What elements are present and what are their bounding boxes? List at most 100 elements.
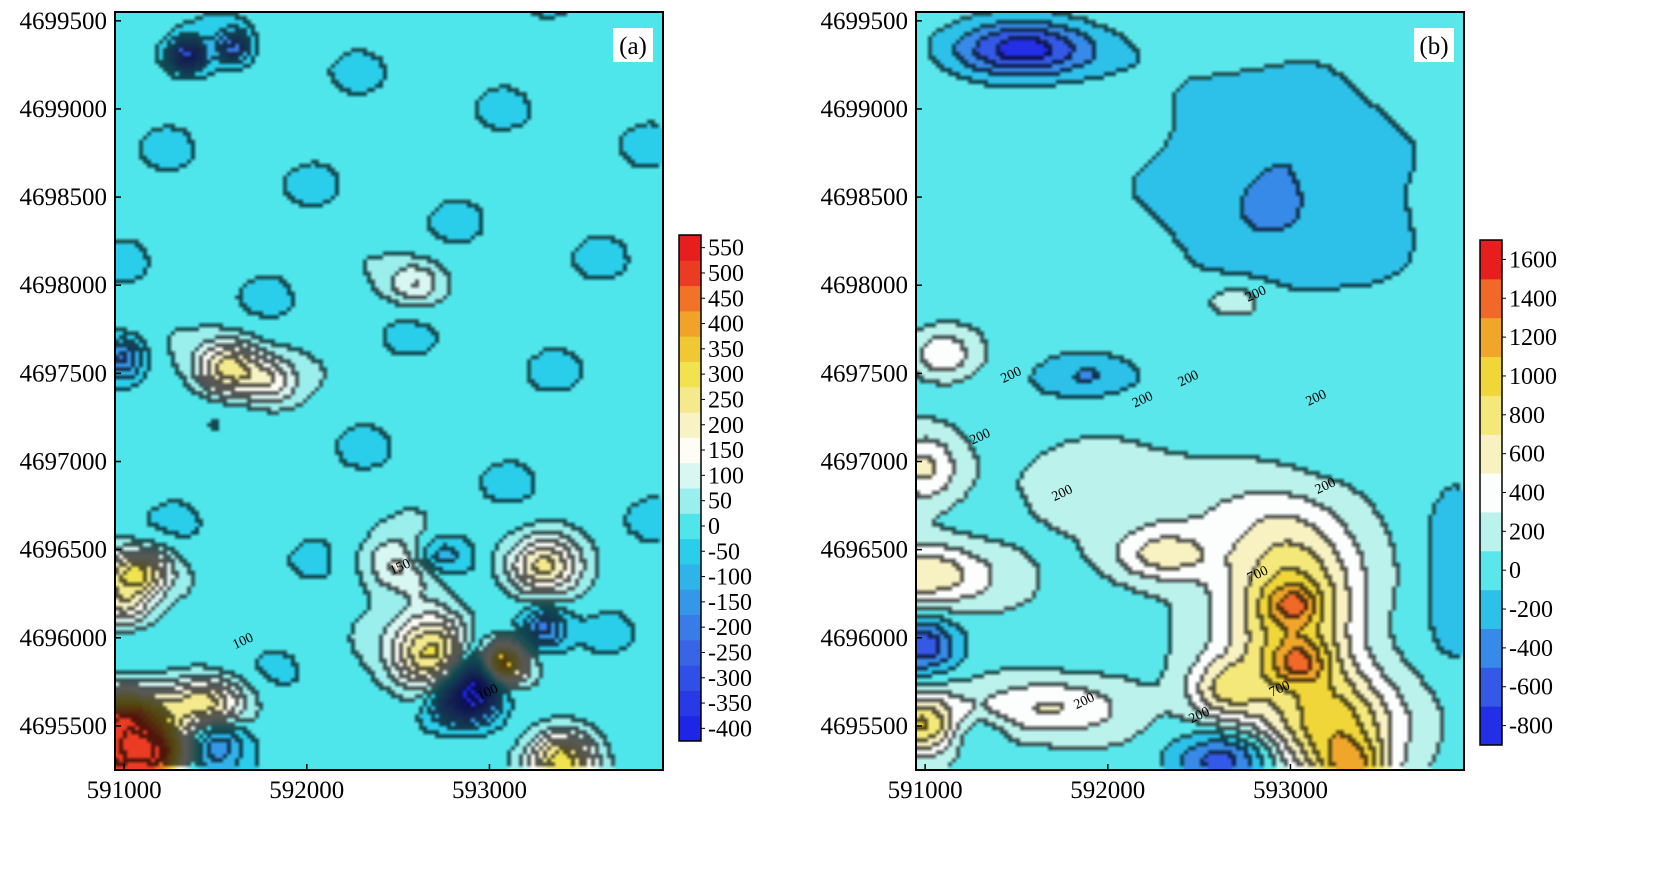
colorbar-segment bbox=[1480, 589, 1502, 629]
y-tick-label: 4697500 bbox=[20, 360, 108, 387]
colorbar-segment bbox=[679, 437, 701, 464]
colorbar-segment bbox=[1480, 628, 1502, 668]
colorbar-segment bbox=[1480, 395, 1502, 435]
colorbar-segment bbox=[679, 589, 701, 615]
y-tick-label: 4698500 bbox=[20, 184, 108, 211]
panel-label-box bbox=[1414, 28, 1454, 62]
y-tick-label: 4696500 bbox=[20, 537, 108, 564]
colorbar-tick-label: 400 bbox=[1509, 481, 1545, 507]
colorbar-tick-label: 800 bbox=[1509, 403, 1545, 429]
panel-label-box bbox=[613, 28, 653, 62]
panel-label: (b) bbox=[1419, 33, 1448, 60]
colorbar-tick-label: -600 bbox=[1509, 675, 1553, 701]
colorbar-tick-label: -150 bbox=[708, 590, 752, 616]
y-tick-label: 4699500 bbox=[821, 8, 909, 35]
y-tick-label: 4697500 bbox=[821, 360, 909, 387]
colorbar-tick-label: -800 bbox=[1509, 714, 1553, 740]
colorbar-segment bbox=[1480, 434, 1502, 474]
colorbar-tick-label: 50 bbox=[708, 489, 732, 515]
colorbar-segment bbox=[1480, 473, 1502, 513]
colorbar-tick-label: 300 bbox=[708, 362, 744, 388]
colorbar-tick-label: 100 bbox=[708, 463, 744, 489]
colorbar-tick-label: -400 bbox=[1509, 636, 1553, 662]
contour-field bbox=[115, 12, 663, 770]
y-tick-label: 4698000 bbox=[821, 272, 909, 299]
colorbar-segment bbox=[679, 310, 701, 337]
contour-field bbox=[916, 12, 1464, 770]
colorbar-tick-label: -200 bbox=[708, 615, 752, 641]
y-tick-label: 4697000 bbox=[20, 449, 108, 476]
colorbar-tick-label: 1000 bbox=[1509, 364, 1557, 390]
colorbar-segment bbox=[679, 412, 701, 438]
x-tick-label: 592000 bbox=[1070, 777, 1145, 804]
colorbar-segment bbox=[679, 260, 701, 287]
colorbar-tick-label: -250 bbox=[708, 640, 752, 666]
colorbar-tick-label: 1400 bbox=[1509, 286, 1557, 312]
y-tick-label: 4697000 bbox=[821, 449, 909, 476]
y-tick-label: 4698500 bbox=[821, 184, 909, 211]
colorbar-segment bbox=[679, 285, 701, 312]
colorbar-frame bbox=[678, 234, 702, 742]
colorbar-tick-label: -400 bbox=[708, 716, 752, 742]
colorbar-segment bbox=[679, 336, 701, 362]
colorbar-segment bbox=[679, 386, 701, 413]
colorbar-segment bbox=[679, 690, 701, 717]
panel-label: (a) bbox=[619, 33, 647, 60]
colorbar-segment bbox=[1480, 278, 1502, 319]
colorbar-tick-label: 1200 bbox=[1509, 325, 1557, 351]
colorbar-segment bbox=[679, 361, 701, 388]
colorbar-tick-label: -200 bbox=[1509, 597, 1553, 623]
colorbar-segment bbox=[1480, 356, 1502, 396]
x-tick-label: 591000 bbox=[888, 777, 963, 804]
colorbar-tick-label: 250 bbox=[708, 387, 744, 413]
colorbar-tick-label: 400 bbox=[708, 312, 744, 338]
plot-frame bbox=[114, 11, 664, 771]
y-tick-label: 4699500 bbox=[20, 8, 108, 35]
colorbar-segment bbox=[1480, 706, 1502, 746]
colorbar-segment bbox=[1480, 240, 1502, 280]
colorbar-tick-label: 600 bbox=[1509, 442, 1545, 468]
colorbar-segment bbox=[679, 614, 701, 641]
colorbar-tick-label: 450 bbox=[708, 286, 744, 312]
colorbar-segment bbox=[679, 639, 701, 666]
colorbar-segment bbox=[1480, 550, 1502, 591]
plot-frame bbox=[915, 11, 1465, 771]
x-tick-label: 593000 bbox=[452, 777, 527, 804]
colorbar-segment bbox=[1480, 511, 1502, 552]
x-tick-label: 591000 bbox=[87, 777, 162, 804]
colorbar-tick-label: -50 bbox=[708, 539, 740, 565]
colorbar-segment bbox=[679, 665, 701, 691]
panel-a: 591000 592000 593000 4695500 4696000 4696500 4… bbox=[20, 8, 753, 804]
colorbar-segment bbox=[679, 715, 701, 742]
colorbar-segment bbox=[679, 563, 701, 590]
colorbar-tick-label: 200 bbox=[1509, 519, 1545, 545]
colorbar-tick-label: -300 bbox=[708, 666, 752, 692]
colorbar-tick-label: 550 bbox=[708, 236, 744, 262]
x-tick-label: 592000 bbox=[269, 777, 344, 804]
y-tick-label: 4696000 bbox=[20, 625, 108, 652]
colorbar-tick-label: -100 bbox=[708, 565, 752, 591]
colorbar-segment bbox=[1480, 317, 1502, 358]
y-tick-label: 4696000 bbox=[821, 625, 909, 652]
panel-b: 591000 592000 593000 4695500 4696000 4696500 4… bbox=[821, 8, 1558, 804]
colorbar-segment bbox=[1480, 667, 1502, 707]
colorbar-tick-label: 150 bbox=[708, 438, 744, 464]
colorbar-tick-label: 500 bbox=[708, 261, 744, 287]
y-tick-label: 4695500 bbox=[821, 713, 909, 740]
y-tick-label: 4699000 bbox=[821, 96, 909, 123]
colorbar-segment bbox=[679, 513, 701, 540]
colorbar-tick-label: -350 bbox=[708, 691, 752, 717]
colorbar-tick-label: 0 bbox=[708, 514, 720, 540]
colorbar-segment bbox=[679, 235, 701, 261]
colorbar-tick-label: 350 bbox=[708, 337, 744, 363]
x-tick-label: 593000 bbox=[1253, 777, 1328, 804]
y-tick-label: 4699000 bbox=[20, 96, 108, 123]
colorbar-segment bbox=[679, 462, 701, 489]
y-tick-label: 4695500 bbox=[20, 713, 108, 740]
colorbar-segment bbox=[679, 538, 701, 565]
colorbar-tick-label: 0 bbox=[1509, 558, 1521, 584]
y-tick-label: 4696500 bbox=[821, 537, 909, 564]
colorbar-segment bbox=[679, 488, 701, 514]
